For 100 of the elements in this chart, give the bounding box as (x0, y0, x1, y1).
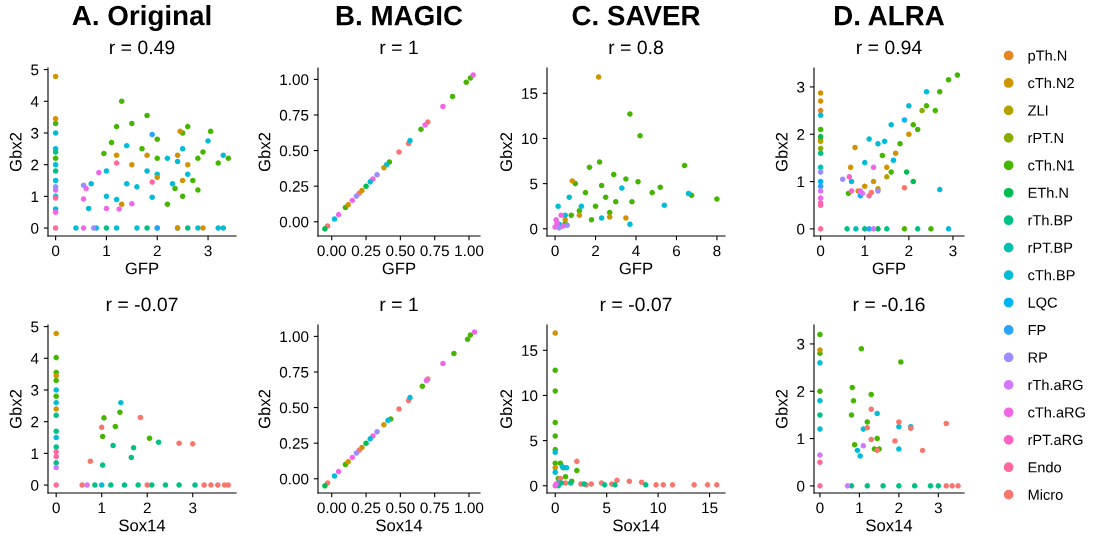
chart-subtitle: r = -0.07 (106, 297, 178, 312)
legend-label: rTh.BP (1028, 214, 1073, 226)
legend-label: cTh.aRG (1028, 406, 1085, 418)
x-tick-label: 0 (551, 245, 559, 257)
chart-subtitle: r = -0.07 (600, 297, 672, 312)
x-tick-label: 0.50 (386, 502, 415, 514)
legend-label: Endo (1028, 461, 1062, 473)
x-tick-label: 2 (895, 502, 903, 514)
y-axis-title: Gbx2 (258, 132, 271, 172)
y-tick-label: 5 (31, 64, 39, 76)
y-tick-label: 0.75 (279, 109, 309, 121)
y-tick-label: 2 (31, 159, 39, 171)
y-tick-label: 3 (797, 338, 805, 350)
x-axis-title: Sox14 (866, 519, 913, 532)
y-tick-label: 4 (30, 353, 39, 364)
x-tick-label: 2 (592, 245, 600, 257)
x-tick-label: 15 (702, 502, 718, 514)
y-tick-label: 0.50 (279, 402, 309, 414)
y-tick-label: 5 (31, 321, 39, 333)
legend-label: pTh.N (1028, 50, 1067, 64)
legend-label: Micro (1028, 489, 1063, 500)
y-tick-label: 0.00 (279, 216, 309, 228)
y-tick-label: 0.00 (279, 473, 309, 485)
x-tick-label: 1 (861, 245, 869, 257)
legend-label: rPT.aRG (1028, 434, 1083, 446)
y-tick-label: 2 (797, 129, 805, 140)
x-tick-label: 2 (153, 245, 161, 257)
x-tick-label: 0.75 (420, 245, 449, 257)
y-axis-title: Gbx2 (9, 389, 22, 429)
y-tick-label: 2 (31, 416, 39, 428)
y-axis-title: Gbx2 (499, 389, 513, 429)
x-axis-title: GFP (619, 262, 653, 275)
y-tick-label: 0 (530, 223, 538, 235)
chart-title: C. SAVER (572, 5, 701, 26)
y-tick-label: 1 (31, 191, 39, 202)
legend-label: RP (1028, 352, 1048, 363)
y-tick-label: 1 (797, 433, 805, 445)
x-tick-label: 3 (934, 502, 942, 514)
y-tick-label: 5 (530, 435, 538, 447)
y-tick-label: 0 (530, 480, 538, 492)
x-axis-title: Sox14 (119, 519, 166, 532)
legend-label: ZLI (1028, 105, 1048, 116)
legend-label: rTh.aRG (1028, 379, 1083, 391)
x-tick-label: 0 (51, 245, 60, 257)
x-tick-label: 1.00 (455, 245, 484, 257)
chart-title: A. Original (72, 4, 211, 32)
y-tick-label: 0.75 (279, 366, 309, 378)
y-axis-title: Gbx2 (499, 132, 513, 172)
x-tick-label: 8 (713, 245, 721, 257)
y-tick-label: 1 (797, 176, 805, 188)
x-tick-label: 0 (816, 245, 825, 257)
x-tick-label: 2 (143, 502, 151, 514)
y-axis-title: Gbx2 (9, 132, 22, 172)
x-tick-label: 0.50 (386, 245, 415, 257)
y-tick-label: 0 (797, 480, 805, 492)
x-tick-label: 1.00 (455, 502, 484, 514)
y-axis-title: Gbx2 (775, 132, 788, 172)
y-tick-label: 0 (31, 222, 39, 234)
chart-title: B. MAGIC (336, 5, 463, 26)
x-axis-title: Sox14 (613, 519, 660, 532)
y-tick-label: 10 (522, 133, 538, 145)
x-tick-label: 5 (603, 502, 611, 514)
y-tick-label: 10 (522, 390, 538, 402)
x-tick-label: 0.00 (317, 245, 346, 257)
y-tick-label: 15 (522, 88, 538, 99)
x-tick-label: 0.75 (420, 502, 449, 514)
legend-label: cTh.N2 (1028, 77, 1074, 89)
y-tick-label: 4 (30, 96, 39, 107)
x-tick-label: 4 (632, 245, 640, 257)
chart-subtitle: r = 1 (380, 40, 418, 55)
chart-subtitle: r = -0.16 (853, 297, 925, 312)
x-axis-title: GFP (382, 262, 416, 275)
x-tick-label: 0 (816, 502, 824, 514)
x-tick-label: 1 (103, 245, 110, 257)
legend-label: rPT.BP (1028, 242, 1073, 253)
legend-label: FP (1028, 325, 1046, 336)
legend-label: ETh.N (1028, 187, 1068, 198)
chart-subtitle: r = 1 (380, 297, 418, 312)
y-tick-label: 1.00 (280, 331, 309, 343)
y-tick-label: 5 (530, 178, 538, 190)
y-tick-label: 3 (31, 384, 39, 396)
x-tick-label: 0 (52, 502, 60, 514)
y-tick-label: 0 (31, 479, 39, 491)
legend-label: rPT.N (1028, 132, 1063, 143)
x-tick-label: 3 (204, 245, 212, 257)
x-tick-label: 3 (189, 502, 197, 514)
x-tick-label: 3 (949, 245, 957, 257)
legend-label: cTh.BP (1028, 269, 1075, 281)
y-tick-label: 0.25 (279, 438, 309, 449)
x-tick-label: 0.00 (317, 502, 346, 514)
x-tick-label: 1 (856, 502, 863, 514)
y-tick-label: 3 (797, 81, 805, 93)
y-tick-label: 1.00 (280, 74, 309, 86)
x-tick-label: 0.25 (351, 245, 381, 257)
y-axis-title: Gbx2 (258, 389, 271, 429)
x-axis-title: GFP (872, 262, 906, 275)
x-tick-label: 2 (905, 245, 913, 257)
y-tick-label: 3 (31, 127, 39, 139)
y-tick-label: 15 (522, 345, 538, 356)
y-axis-title: Gbx2 (775, 389, 788, 429)
